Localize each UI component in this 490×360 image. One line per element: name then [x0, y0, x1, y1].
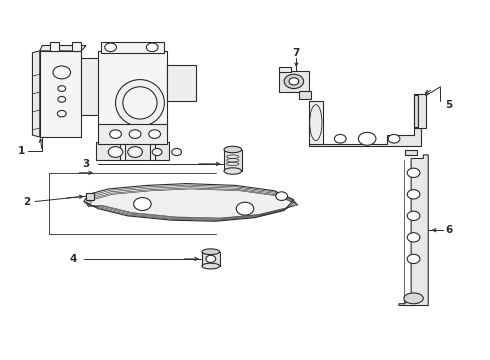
Bar: [72, 42, 81, 51]
Text: 4: 4: [69, 254, 77, 264]
Text: 1: 1: [18, 146, 25, 156]
Bar: [279, 67, 292, 72]
Polygon shape: [414, 94, 426, 128]
Polygon shape: [414, 95, 418, 127]
Text: 7: 7: [293, 48, 300, 58]
Circle shape: [58, 96, 66, 102]
Polygon shape: [40, 45, 86, 51]
Polygon shape: [309, 128, 421, 146]
Bar: [299, 91, 311, 99]
Circle shape: [358, 132, 376, 145]
Circle shape: [407, 168, 420, 177]
Text: 2: 2: [23, 197, 30, 207]
Polygon shape: [84, 184, 294, 221]
Polygon shape: [309, 101, 323, 144]
Circle shape: [108, 147, 123, 157]
Text: 3: 3: [83, 159, 90, 169]
Circle shape: [407, 190, 420, 199]
Bar: [279, 71, 309, 92]
Bar: [40, 51, 81, 137]
Circle shape: [105, 43, 117, 51]
Bar: [167, 65, 196, 101]
Bar: [224, 149, 242, 171]
Circle shape: [388, 134, 400, 143]
Ellipse shape: [123, 87, 157, 119]
Ellipse shape: [224, 168, 242, 174]
Circle shape: [407, 233, 420, 242]
Text: 5: 5: [445, 100, 453, 110]
Circle shape: [407, 211, 420, 221]
Ellipse shape: [116, 80, 164, 126]
Bar: [405, 149, 417, 155]
Circle shape: [172, 148, 181, 156]
Bar: [98, 125, 167, 144]
Text: 6: 6: [445, 225, 453, 235]
Polygon shape: [399, 155, 428, 306]
Bar: [81, 58, 106, 116]
Circle shape: [236, 202, 254, 215]
Polygon shape: [32, 51, 40, 137]
Circle shape: [149, 130, 160, 138]
Bar: [101, 42, 164, 53]
Circle shape: [289, 78, 299, 85]
Ellipse shape: [404, 293, 423, 304]
Circle shape: [57, 111, 66, 117]
Bar: [98, 51, 167, 130]
Bar: [202, 252, 220, 266]
Bar: [96, 142, 169, 160]
Circle shape: [53, 66, 71, 79]
Circle shape: [276, 192, 288, 201]
Circle shape: [147, 43, 158, 51]
Ellipse shape: [202, 249, 220, 255]
Circle shape: [110, 130, 122, 138]
Ellipse shape: [224, 146, 242, 153]
Circle shape: [407, 254, 420, 264]
Bar: [86, 193, 94, 200]
Ellipse shape: [202, 263, 220, 269]
Circle shape: [334, 134, 346, 143]
Circle shape: [206, 255, 216, 262]
Circle shape: [284, 74, 304, 89]
Circle shape: [58, 86, 66, 91]
Circle shape: [129, 130, 141, 138]
Circle shape: [128, 147, 143, 157]
Circle shape: [152, 148, 162, 156]
Circle shape: [134, 198, 151, 211]
Bar: [121, 144, 125, 160]
Bar: [150, 144, 155, 160]
Bar: [49, 42, 59, 51]
